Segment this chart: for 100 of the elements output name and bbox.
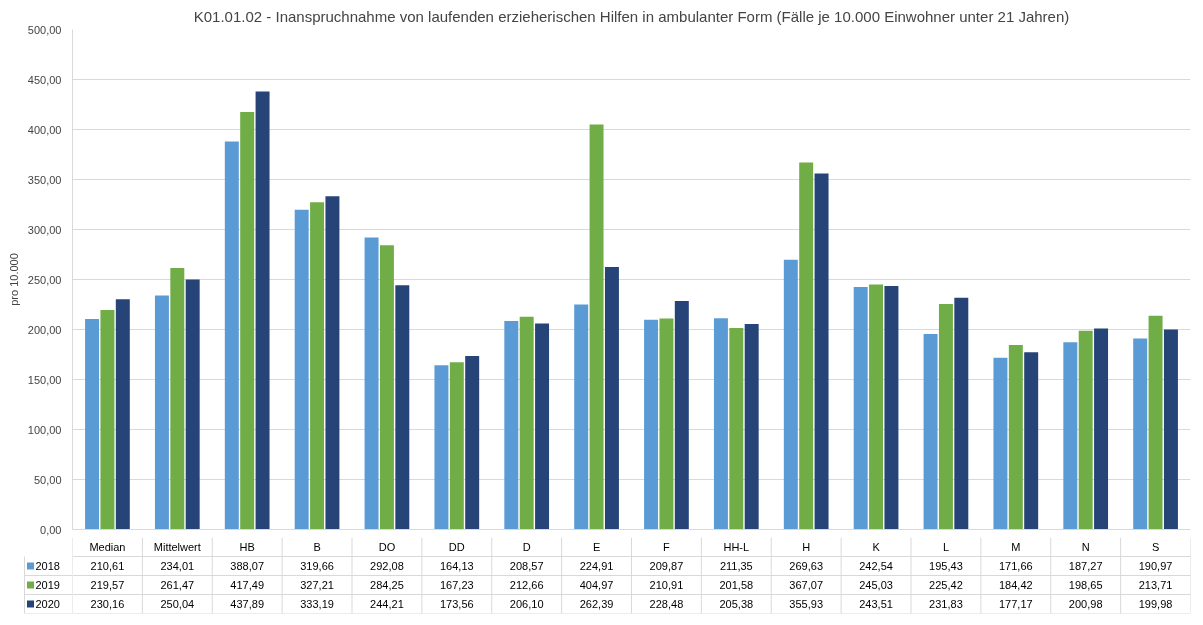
y-tick-label: 300,00 (27, 223, 62, 236)
x-tick-label: D (522, 541, 531, 553)
bar (814, 173, 829, 530)
y-tick-label: 250,00 (27, 273, 62, 286)
data-label: 261,47 (160, 579, 195, 591)
bar (1094, 328, 1109, 530)
data-label: 234,01 (160, 560, 195, 572)
bar (310, 202, 325, 530)
data-label: 242,54 (859, 560, 893, 572)
bar (729, 327, 744, 530)
bar (954, 297, 969, 530)
x-tick-label: HH-L (723, 541, 750, 553)
bar (1133, 338, 1148, 530)
x-tick-label: E (592, 541, 601, 553)
bar (1078, 330, 1093, 530)
bar (1063, 342, 1078, 530)
data-label: 206,10 (509, 598, 544, 610)
data-label: 284,25 (370, 579, 404, 591)
data-label: 219,57 (90, 579, 125, 591)
data-label: 437,89 (230, 598, 265, 610)
bar (85, 318, 100, 530)
legend-label: 2020 (35, 598, 60, 610)
bar (504, 320, 519, 530)
chart-title: K01.01.02 - Inanspruchnahme von laufenden erzieherischen Hilfen in ambulanter Form (Fälle je 10.000 Einwohner unter 21 Jahren) (193, 7, 1070, 25)
bar (1148, 315, 1163, 530)
data-label: 201,58 (719, 579, 754, 591)
data-label: 164,13 (439, 560, 474, 572)
data-label: 173,56 (439, 598, 474, 610)
bar (395, 285, 410, 530)
data-label: 187,27 (1068, 560, 1103, 572)
data-label: 333,19 (300, 598, 334, 610)
data-label: 404,97 (579, 579, 614, 591)
bar (170, 268, 185, 530)
data-label: 292,08 (370, 560, 404, 572)
bar (240, 112, 255, 530)
data-label: 355,93 (789, 598, 824, 610)
bar (1008, 345, 1023, 530)
bar (434, 365, 449, 530)
bar (449, 362, 464, 530)
y-tick-label: 450,00 (27, 73, 62, 86)
y-tick-label: 400,00 (27, 123, 62, 136)
bar (713, 318, 728, 530)
bar (574, 304, 589, 530)
bar (744, 324, 759, 530)
bar (783, 259, 798, 530)
x-tick-label: L (942, 541, 949, 553)
data-label: 200,98 (1068, 598, 1103, 610)
bar (535, 323, 550, 530)
data-label: 243,51 (859, 598, 893, 610)
bar (938, 304, 953, 530)
y-tick-label: 100,00 (27, 423, 62, 436)
y-tick-label: 500,00 (27, 23, 62, 36)
bar (1163, 329, 1178, 530)
bar (1024, 352, 1039, 530)
bar (604, 267, 619, 530)
data-label: 319,66 (300, 560, 334, 572)
bar (100, 309, 115, 530)
bar (799, 162, 814, 530)
x-tick-label: HB (239, 541, 255, 553)
bar (869, 284, 884, 530)
data-label: 417,49 (230, 579, 265, 591)
data-label: 231,83 (929, 598, 963, 610)
x-tick-label: B (313, 541, 321, 553)
x-tick-label: F (663, 541, 671, 553)
data-label: 230,16 (90, 598, 125, 610)
data-label: 208,57 (509, 560, 544, 572)
data-label: 212,66 (509, 579, 544, 591)
y-tick-label: 200,00 (27, 323, 62, 336)
data-label: 213,71 (1138, 579, 1173, 591)
bar (853, 286, 868, 530)
bar (644, 319, 659, 530)
bar (659, 318, 674, 530)
data-label: 210,91 (649, 579, 684, 591)
x-tick-label: DO (378, 541, 396, 553)
data-label: 205,38 (719, 598, 754, 610)
legend-label: 2018 (35, 560, 60, 572)
bar (884, 285, 899, 530)
data-label: 209,87 (649, 560, 684, 572)
data-label: 262,39 (579, 598, 614, 610)
x-tick-label: Mittelwert (153, 541, 201, 553)
x-tick-label: DD (448, 541, 465, 553)
bar (154, 295, 169, 530)
bar (519, 316, 534, 530)
data-label: 211,35 (719, 560, 753, 572)
data-label: 167,23 (439, 579, 474, 591)
data-label: 224,91 (579, 560, 614, 572)
x-tick-label: H (802, 541, 811, 553)
data-label: 245,03 (859, 579, 893, 591)
data-label: 210,61 (90, 560, 125, 572)
bar (115, 299, 130, 530)
bar (255, 91, 270, 530)
y-tick-label: 0,00 (40, 523, 62, 536)
data-label: 388,07 (230, 560, 265, 572)
y-tick-label: 50,00 (33, 473, 62, 486)
data-label: 367,07 (789, 579, 824, 591)
data-label: 327,21 (300, 579, 334, 591)
bar (465, 355, 480, 530)
x-tick-label: N (1081, 541, 1090, 553)
data-label: 190,97 (1138, 560, 1173, 572)
data-label: 244,21 (370, 598, 404, 610)
